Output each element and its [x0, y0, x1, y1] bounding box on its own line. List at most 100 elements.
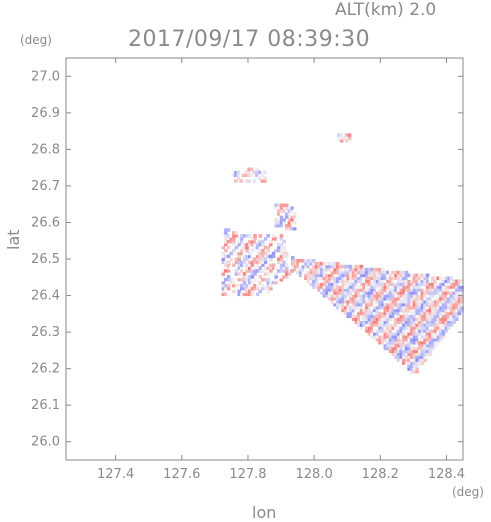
field-cell: [418, 302, 422, 307]
field-cell: [407, 367, 411, 371]
field-cell: [439, 326, 443, 330]
field-cell: [221, 278, 225, 282]
field-cell: [320, 270, 324, 275]
field-cell: [388, 291, 393, 295]
field-cell: [436, 329, 440, 333]
field-cell: [274, 272, 278, 276]
field-cell: [418, 340, 422, 345]
field-cell: [381, 340, 385, 345]
field-cell: [439, 294, 443, 298]
field-cell: [428, 323, 433, 327]
field-cell: [277, 242, 281, 247]
field-cell: [322, 288, 327, 292]
field-cell: [394, 329, 398, 333]
field-cell: [378, 291, 382, 295]
field-cell: [378, 294, 382, 298]
field-cell: [373, 317, 377, 321]
field-cell: [234, 170, 238, 175]
field-cell: [357, 302, 361, 307]
field-cell: [375, 294, 380, 298]
field-cell: [375, 288, 380, 292]
field-cell: [237, 248, 241, 253]
field-cell: [312, 264, 316, 269]
field-cell: [277, 237, 281, 241]
field-cell: [404, 270, 409, 275]
field-cell: [240, 240, 244, 244]
field-cell: [357, 264, 361, 269]
field-cell: [402, 346, 406, 351]
field-cell: [370, 302, 374, 307]
field-cell: [457, 282, 462, 286]
field-cell: [314, 279, 319, 283]
field-cell: [349, 314, 353, 318]
field-cell: [415, 285, 419, 289]
field-cell: [396, 337, 401, 342]
field-cell: [343, 299, 348, 304]
field-cell: [447, 314, 451, 318]
field-cell: [248, 289, 252, 294]
field-cell: [402, 349, 406, 354]
field-cell: [333, 302, 337, 307]
field-cell: [447, 279, 451, 283]
field-cell: [415, 370, 419, 374]
field-cell: [394, 270, 398, 275]
field-cell: [282, 266, 286, 270]
field-cell: [346, 267, 350, 272]
field-cell: [412, 352, 417, 357]
field-cell: [221, 286, 225, 291]
field-cell: [436, 337, 440, 342]
field-cell: [436, 335, 440, 339]
field-cell: [391, 294, 395, 298]
field-cell: [351, 291, 356, 295]
field-cell: [423, 291, 427, 295]
field-cell: [396, 329, 401, 333]
field-cell: [386, 314, 390, 318]
field-cell: [410, 364, 414, 368]
field-cell: [333, 291, 337, 295]
field-cell: [226, 234, 231, 238]
field-cell: [394, 340, 398, 345]
field-cell: [224, 286, 228, 291]
field-cell: [333, 285, 337, 289]
field-cell: [407, 282, 411, 286]
field-cell: [441, 285, 446, 289]
field-cell: [375, 267, 380, 272]
field-cell: [328, 267, 332, 272]
field-cell: [404, 294, 409, 298]
field-cell: [293, 267, 298, 272]
field-cell: [261, 254, 265, 259]
field-cell: [394, 308, 398, 313]
field-cell: [296, 261, 300, 266]
field-cell: [333, 279, 337, 283]
field-cell: [240, 234, 244, 238]
field-cell: [394, 311, 398, 316]
field-cell: [415, 288, 419, 292]
field-cell: [330, 288, 335, 292]
field-cell: [354, 311, 358, 316]
field-cell: [306, 261, 311, 266]
field-cell: [234, 167, 238, 172]
field-cell: [261, 269, 265, 273]
field-cell: [221, 257, 225, 261]
field-cell: [436, 317, 440, 321]
field-cell: [402, 314, 406, 318]
field-cell: [317, 261, 321, 266]
field-cell: [330, 261, 335, 266]
field-cell: [375, 337, 380, 342]
field-cell: [367, 267, 372, 272]
field-cell: [351, 302, 356, 307]
field-cell: [317, 279, 321, 283]
field-cell: [444, 288, 448, 292]
field-cell: [367, 308, 372, 313]
field-cell: [375, 291, 380, 295]
field-cell: [391, 343, 395, 348]
field-cell: [290, 221, 294, 225]
field-cell: [351, 267, 356, 272]
field-cell: [274, 269, 278, 273]
field-cell: [359, 279, 364, 283]
field-cell: [293, 261, 298, 266]
x-axis-label: lon: [252, 503, 277, 522]
field-cell: [415, 349, 419, 354]
field-cell: [330, 282, 335, 286]
field-cell: [266, 263, 270, 267]
